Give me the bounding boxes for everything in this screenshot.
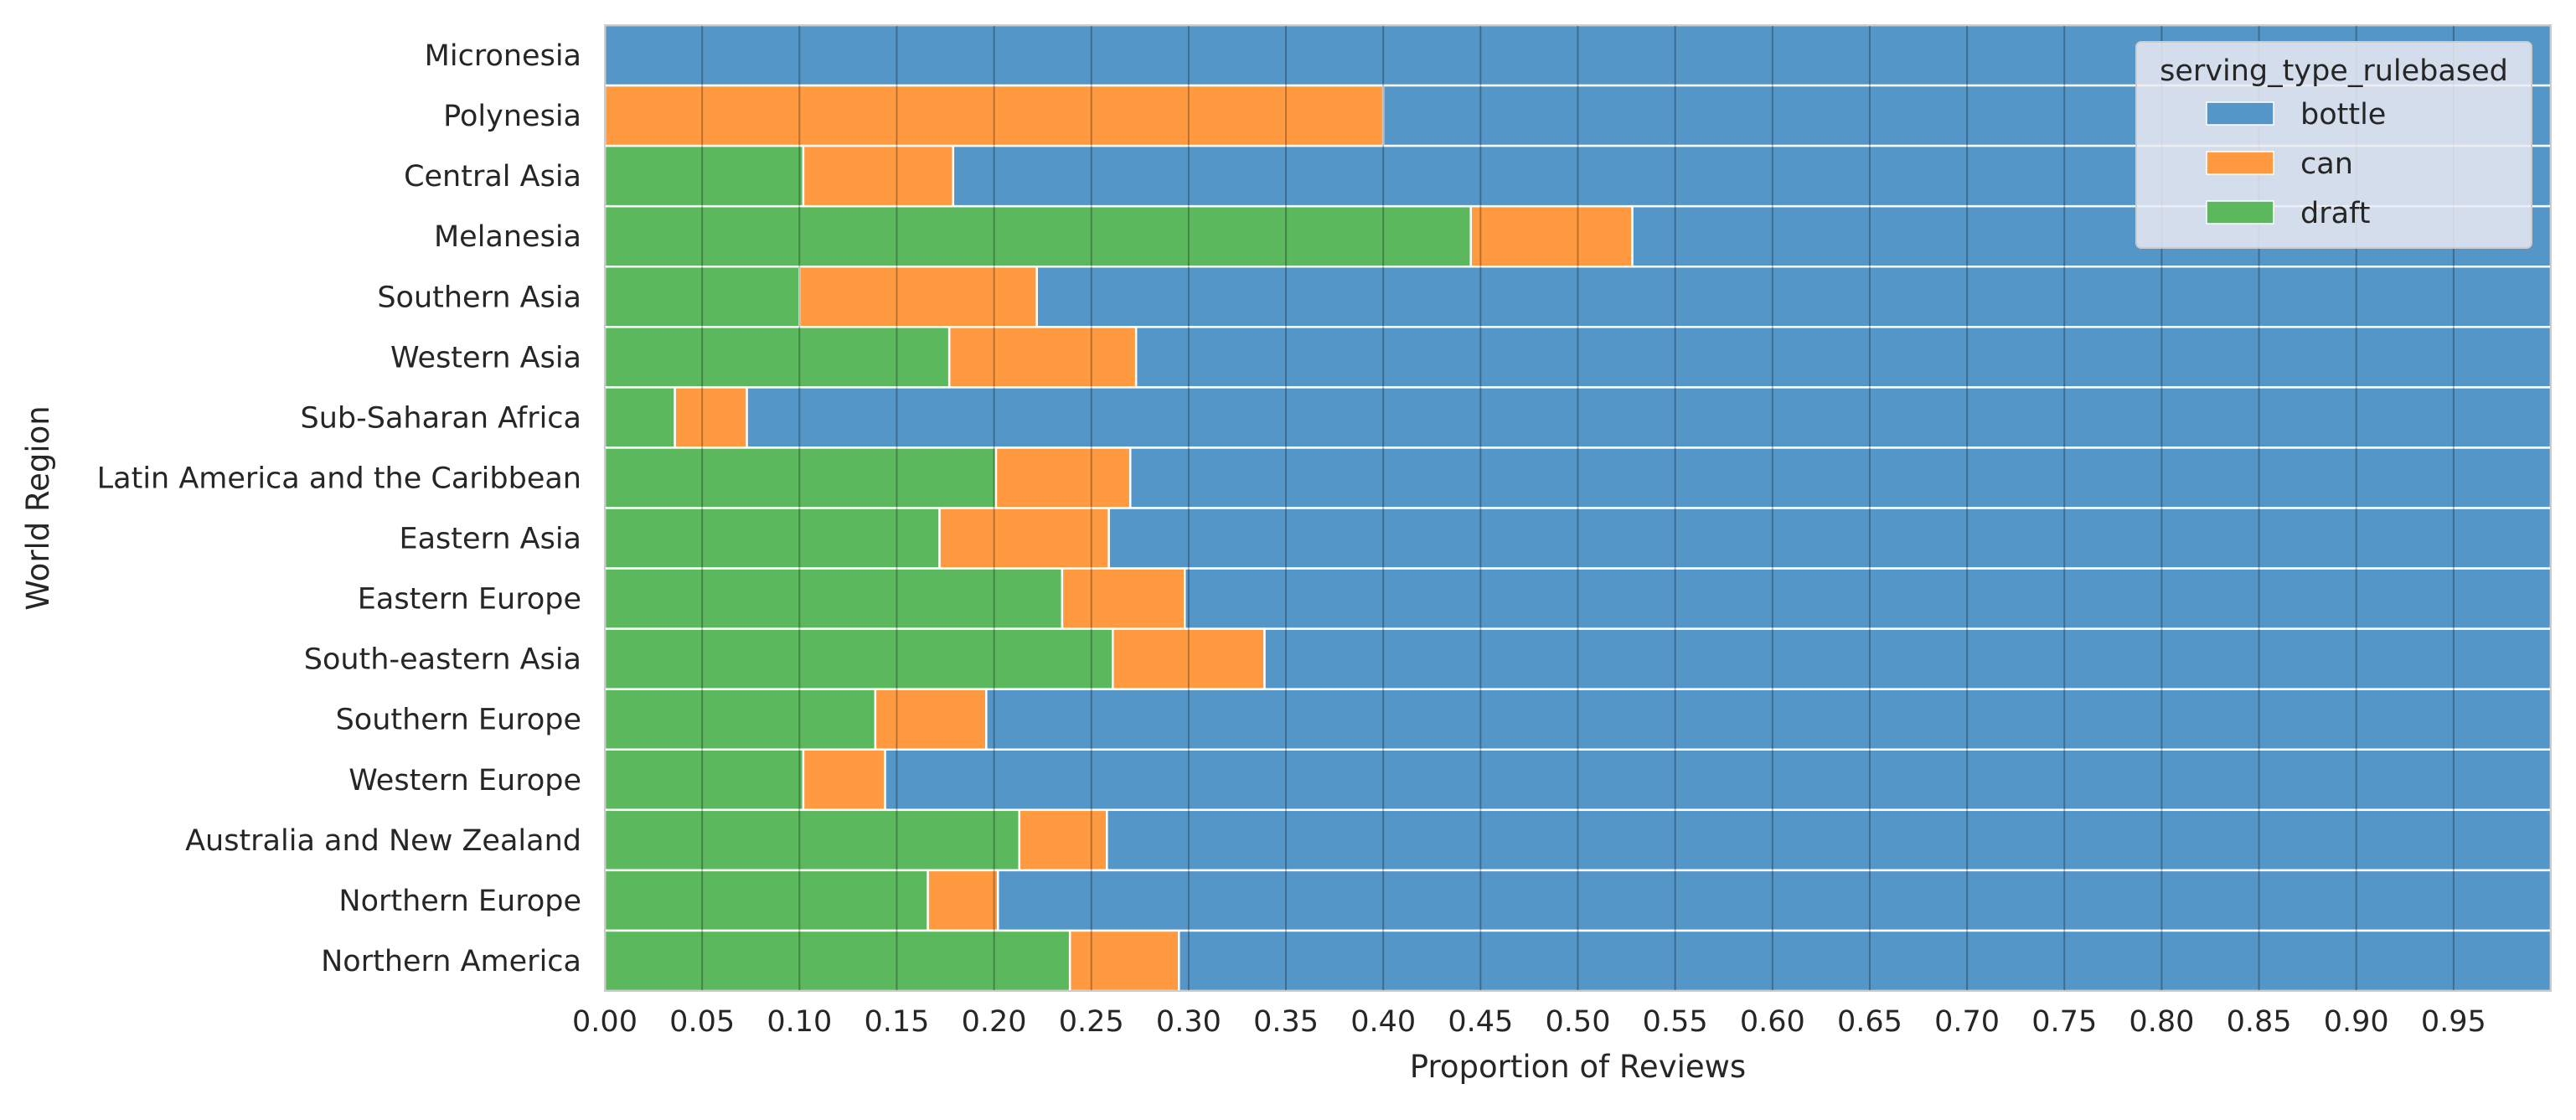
y-tick-label: South-eastern Asia bbox=[304, 643, 581, 677]
x-tick-label: 0.05 bbox=[669, 1005, 735, 1039]
bar-draft bbox=[603, 929, 1071, 993]
x-tick-label: 0.95 bbox=[2421, 1005, 2486, 1039]
legend-label-bottle: bottle bbox=[2300, 98, 2386, 132]
x-tick-label: 0.35 bbox=[1253, 1005, 1319, 1039]
bar-bottle bbox=[1128, 446, 2553, 509]
y-tick-label: Southern Asia bbox=[377, 281, 581, 314]
bar-can bbox=[874, 688, 988, 751]
y-tick-label: Southern Europe bbox=[336, 704, 581, 737]
legend-items: bottle can draft bbox=[2206, 98, 2386, 230]
x-tick-label: 0.65 bbox=[1837, 1005, 1902, 1039]
y-tick-label: Eastern Europe bbox=[358, 583, 581, 617]
bar-bottle bbox=[1035, 266, 2553, 328]
y-tick-label: Polynesia bbox=[443, 100, 581, 133]
bar-can bbox=[802, 748, 886, 812]
bar-can bbox=[938, 507, 1110, 570]
x-tick-label: 0.60 bbox=[1740, 1005, 1805, 1039]
x-tick-label: 0.50 bbox=[1546, 1005, 1611, 1039]
legend-swatch-can bbox=[2206, 151, 2274, 175]
x-tick-label: 0.25 bbox=[1059, 1005, 1124, 1039]
bar-bottle bbox=[985, 688, 2553, 751]
bar-can bbox=[674, 386, 748, 449]
y-tick-label: Western Asia bbox=[390, 341, 581, 374]
x-tick-label: 0.90 bbox=[2324, 1005, 2389, 1039]
y-tick-label: Sub-Saharan Africa bbox=[300, 401, 581, 435]
legend-title: serving_type_rulebased bbox=[2160, 54, 2508, 88]
bar-can bbox=[927, 869, 999, 932]
bar-bottle bbox=[1184, 567, 2553, 630]
y-tick-label: Western Europe bbox=[348, 764, 581, 797]
y-tick-label: Micronesia bbox=[425, 39, 581, 73]
bar-draft bbox=[603, 808, 1021, 872]
y-tick-labels: Micronesia Polynesia Central Asia Melanesia… bbox=[97, 39, 581, 978]
bar-bottle bbox=[1178, 929, 2553, 993]
bar-can bbox=[1018, 808, 1108, 872]
x-tick-label: 0.30 bbox=[1156, 1005, 1221, 1039]
x-tick-label: 0.55 bbox=[1643, 1005, 1708, 1039]
bar-bottle bbox=[1107, 507, 2553, 570]
y-tick-label: Eastern Asia bbox=[400, 523, 582, 556]
y-tick-label: Latin America and the Caribbean bbox=[97, 462, 581, 495]
plot-frame bbox=[604, 24, 2552, 992]
bar-can bbox=[1068, 929, 1180, 993]
legend-label-draft: draft bbox=[2300, 197, 2370, 230]
x-tick-label: 0.70 bbox=[1934, 1005, 2000, 1039]
bar-draft bbox=[603, 748, 805, 812]
bar-bottle bbox=[1134, 326, 2553, 389]
x-tick-label: 0.85 bbox=[2227, 1005, 2292, 1039]
bar-can bbox=[802, 144, 955, 208]
bar-draft bbox=[603, 567, 1064, 630]
legend-label-can: can bbox=[2300, 147, 2353, 181]
bar-can bbox=[994, 446, 1132, 509]
bar-draft bbox=[603, 446, 998, 509]
legend-box bbox=[2135, 41, 2532, 249]
x-tick-label: 0.10 bbox=[767, 1005, 832, 1039]
bar-can bbox=[798, 266, 1038, 328]
bar-draft bbox=[603, 627, 1114, 690]
bar-draft bbox=[603, 507, 941, 570]
x-tick-label: 0.15 bbox=[864, 1005, 929, 1039]
bar-can bbox=[1469, 204, 1634, 268]
bar-can bbox=[947, 326, 1138, 389]
x-tick-label: 0.40 bbox=[1350, 1005, 1416, 1039]
bar-bottle bbox=[1263, 627, 2553, 690]
bar-draft bbox=[603, 266, 801, 328]
x-tick-label: 0.00 bbox=[572, 1005, 638, 1039]
y-tick-label: Australia and New Zealand bbox=[185, 824, 581, 858]
x-tick-labels: 0.00 0.05 0.10 0.15 0.20 0.25 0.30 0.35 0.40 0.45… bbox=[572, 1005, 2486, 1039]
bar-draft bbox=[603, 204, 1472, 268]
bar-draft bbox=[603, 326, 951, 389]
y-tick-label: Northern America bbox=[321, 945, 581, 978]
x-tick-label: 0.20 bbox=[962, 1005, 1027, 1039]
bar-draft bbox=[603, 386, 676, 449]
bar-bottle bbox=[746, 386, 2553, 449]
y-tick-label: Melanesia bbox=[434, 220, 581, 254]
legend-swatch-bottle bbox=[2206, 101, 2274, 126]
x-tick-label: 0.75 bbox=[2031, 1005, 2097, 1039]
y-tick-label: Central Asia bbox=[404, 160, 581, 194]
x-axis-label: Proportion of Reviews bbox=[1410, 1049, 1746, 1085]
bar-draft bbox=[603, 688, 877, 751]
legend-swatch-draft bbox=[2206, 200, 2274, 225]
bar-bottle bbox=[996, 869, 2553, 932]
bar-bottle bbox=[1106, 808, 2553, 872]
bar-draft bbox=[603, 869, 929, 932]
y-tick-label: Northern Europe bbox=[338, 885, 581, 918]
bar-can bbox=[1061, 567, 1186, 630]
legend: serving_type_rulebased bottle can draft bbox=[2135, 41, 2532, 249]
x-tick-label: 0.80 bbox=[2129, 1005, 2194, 1039]
bar-draft bbox=[603, 144, 805, 208]
y-axis-label: World Region bbox=[20, 405, 56, 610]
bar-bottle bbox=[884, 748, 2553, 812]
x-tick-label: 0.45 bbox=[1448, 1005, 1513, 1039]
